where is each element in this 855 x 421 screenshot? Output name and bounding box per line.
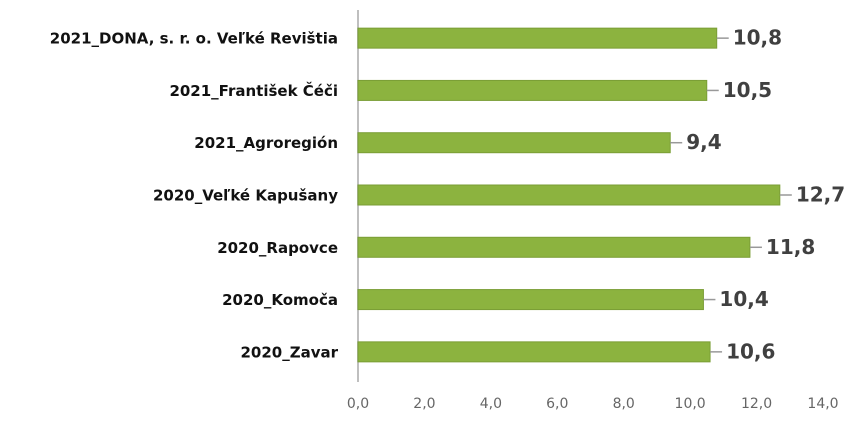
bar — [357, 289, 704, 311]
y-tick-label: 2021_Agroregión — [194, 134, 338, 152]
y-tick-label: 2020_Rapovce — [217, 239, 338, 257]
bar — [357, 79, 708, 101]
bar — [357, 184, 781, 206]
bar — [357, 236, 751, 258]
x-tick-label: 14,0 — [807, 396, 838, 412]
bar — [357, 132, 671, 154]
x-tick-label: 12,0 — [741, 396, 772, 412]
value-label: 10,8 — [733, 26, 782, 50]
bar — [357, 341, 711, 363]
value-label: 9,4 — [686, 130, 721, 154]
x-tick-label: 0,0 — [347, 396, 369, 412]
value-label: 10,5 — [723, 78, 772, 102]
y-tick-label: 2020_Komoča — [222, 291, 338, 309]
y-tick-label: 2021_František Čéči — [169, 81, 338, 100]
x-tick-label: 4,0 — [480, 396, 502, 412]
x-tick-label: 8,0 — [613, 396, 635, 412]
y-tick-label: 2021_DONA, s. r. o. Veľké Revištia — [50, 30, 338, 48]
value-label: 10,4 — [719, 287, 768, 311]
x-tick-label: 6,0 — [546, 396, 568, 412]
value-label: 10,6 — [726, 339, 775, 363]
bar — [357, 27, 718, 49]
y-tick-label: 2020_Veľké Kapušany — [153, 187, 338, 205]
x-tick-label: 2,0 — [413, 396, 435, 412]
value-label: 12,7 — [796, 183, 845, 207]
value-label: 11,8 — [766, 235, 815, 259]
x-tick-label: 10,0 — [675, 396, 706, 412]
y-tick-label: 2020_Zavar — [240, 343, 338, 361]
